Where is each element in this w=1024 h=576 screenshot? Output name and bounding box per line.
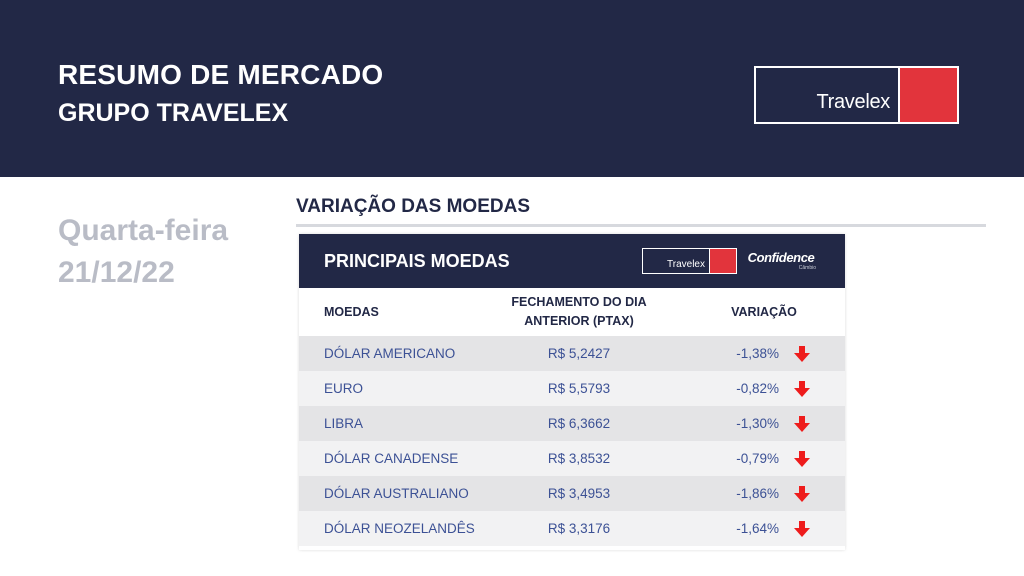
page-title: RESUMO DE MERCADO <box>58 59 384 90</box>
travelex-small-logo: Travelex <box>642 248 737 274</box>
travelex-logo-text: Travelex <box>816 91 890 113</box>
down-arrow-icon <box>794 416 810 432</box>
travelex-logo-red-block <box>898 68 957 122</box>
down-arrow-icon <box>794 486 810 502</box>
currency-value: R$ 3,8532 <box>547 451 611 466</box>
currency-name: LIBRA <box>324 416 364 431</box>
currency-variation: -1,38% <box>736 346 779 361</box>
currency-variation: -1,86% <box>736 486 779 501</box>
confidence-logo: Confidence <box>747 250 815 265</box>
travelex-small-logo-text: Travelex <box>667 259 705 270</box>
currency-name: EURO <box>324 381 364 396</box>
currency-value: R$ 6,3662 <box>547 416 611 431</box>
currency-variation: -0,82% <box>736 381 779 396</box>
column-header-fechamento: FECHAMENTO DO DIA ANTERIOR (PTAX) <box>511 295 647 328</box>
table-row: DÓLAR NEOZELANDÊS R$ 3,3176 -1,64% <box>299 511 845 546</box>
currency-name: DÓLAR CANADENSE <box>324 451 459 466</box>
down-arrow-icon <box>794 451 810 467</box>
card-title: PRINCIPAIS MOEDAS <box>324 251 510 271</box>
currency-table-card: PRINCIPAIS MOEDAS Travelex Confidence Câ… <box>299 234 845 550</box>
date-label: 21/12/22 <box>58 256 175 289</box>
down-arrow-icon <box>794 521 810 537</box>
card-header: PRINCIPAIS MOEDAS Travelex Confidence Câ… <box>299 234 845 288</box>
page-subtitle: GRUPO TRAVELEX <box>58 99 289 127</box>
currency-value: R$ 3,4953 <box>547 486 611 501</box>
currency-variation: -1,30% <box>736 416 779 431</box>
table-row: EURO R$ 5,5793 -0,82% <box>299 371 845 406</box>
currency-value: R$ 3,3176 <box>547 521 611 536</box>
header-banner: RESUMO DE MERCADO GRUPO TRAVELEX Travele… <box>0 0 1024 177</box>
currency-variation: -0,79% <box>736 451 779 466</box>
section-divider <box>296 224 986 227</box>
section-title: VARIAÇÃO DAS MOEDAS <box>296 196 530 217</box>
table-row: DÓLAR AMERICANO R$ 5,2427 -1,38% <box>299 336 845 371</box>
currency-name: DÓLAR NEOZELANDÊS <box>324 521 475 536</box>
travelex-logo: Travelex <box>754 66 959 124</box>
travelex-small-logo-red-block <box>709 249 736 273</box>
down-arrow-icon <box>794 381 810 397</box>
column-header-moedas: MOEDAS <box>324 304 379 319</box>
table-row: DÓLAR CANADENSE R$ 3,8532 -0,79% <box>299 441 845 476</box>
currency-name: DÓLAR AUSTRALIANO <box>324 486 469 501</box>
currency-variation: -1,64% <box>736 521 779 536</box>
currency-value: R$ 5,5793 <box>547 381 611 396</box>
table-row: LIBRA R$ 6,3662 -1,30% <box>299 406 845 441</box>
column-header-variacao: VARIAÇÃO <box>731 304 797 319</box>
table-row: DÓLAR AUSTRALIANO R$ 3,4953 -1,86% <box>299 476 845 511</box>
down-arrow-icon <box>794 346 810 362</box>
currency-value: R$ 5,2427 <box>547 346 611 361</box>
currency-name: DÓLAR AMERICANO <box>324 346 456 361</box>
confidence-logo-sub: Câmbio <box>798 265 816 271</box>
weekday-label: Quarta-feira <box>58 214 229 247</box>
